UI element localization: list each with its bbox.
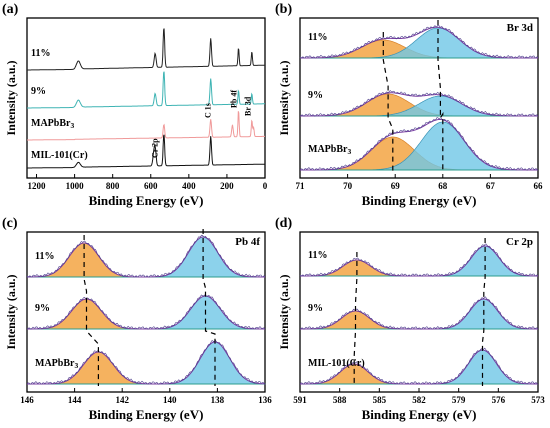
panel-letter: (c)	[2, 216, 18, 231]
x-tick-label: 591	[293, 395, 307, 405]
panel-d: (d) Cr 2p Intensity (a.u.) Binding Energy (…	[275, 216, 545, 422]
plot-frame	[299, 17, 539, 179]
panel-corner-label: Pb 4f	[235, 236, 260, 248]
x-tick-label: 582	[412, 395, 426, 405]
x-tick-label: 600	[144, 181, 158, 191]
series-label: MIL-101(Cr)	[31, 150, 88, 161]
y-axis-label: Intensity (a.u.)	[4, 60, 18, 135]
series-label: 9%	[308, 303, 323, 314]
x-tick-label: 68	[438, 181, 448, 191]
series-label: 11%	[308, 250, 327, 261]
x-axis-label: Binding Energy (eV)	[89, 193, 204, 208]
x-axis-label: Binding Energy (eV)	[89, 407, 204, 422]
peak-guide-dashed-line	[353, 252, 358, 386]
peak-annotation: Pb 4f	[229, 90, 238, 108]
series-line	[27, 71, 265, 109]
x-tick-label: 400	[182, 181, 196, 191]
series-line	[27, 28, 265, 71]
x-tick-label: 579	[452, 395, 466, 405]
fit-envelope	[300, 298, 538, 330]
x-tick-label: 200	[220, 181, 234, 191]
plot-frame	[26, 231, 266, 393]
x-tick-label: 140	[163, 395, 177, 405]
raw-spectrum	[299, 296, 539, 330]
x-tick-label: 66	[534, 181, 544, 191]
panel-letter: (b)	[275, 2, 292, 17]
raw-spectrum	[26, 294, 266, 330]
x-tick-label: 1000	[66, 181, 85, 191]
x-tick-label: 0	[263, 181, 268, 191]
series-label: 11%	[308, 32, 327, 43]
x-tick-label: 69	[391, 181, 401, 191]
x-tick-label: 573	[531, 395, 545, 405]
panel-letter: (d)	[275, 216, 292, 231]
raw-spectrum	[299, 24, 539, 59]
fit-envelope	[300, 26, 538, 59]
series-label: 9%	[308, 90, 323, 101]
series-label: MAPbBr3	[31, 118, 74, 130]
raw-spectrum	[299, 243, 539, 277]
plot-frame	[26, 17, 266, 179]
x-tick-label: 71	[296, 181, 306, 191]
panel-corner-label: Br 3d	[507, 22, 533, 34]
x-axis-label: Binding Energy (eV)	[362, 407, 477, 422]
fit-envelope	[27, 236, 265, 278]
x-axis-label: Binding Energy (eV)	[362, 193, 477, 208]
peak-guide-dashed-line	[481, 238, 486, 386]
series-label: 11%	[35, 251, 54, 262]
panel-corner-label: Cr 2p	[506, 236, 533, 248]
panel-a: (a) Intensity (a.u.) Binding Energy (eV) 12…	[2, 2, 268, 208]
panel-letter: (a)	[2, 2, 19, 17]
x-tick-label: 585	[373, 395, 387, 405]
panel-b: (b) Br 3d Intensity (a.u.) Binding Energy (…	[275, 2, 543, 208]
fit-envelope	[27, 295, 265, 330]
x-tick-label: 576	[492, 395, 506, 405]
raw-spectrum	[26, 234, 266, 278]
fit-envelope	[300, 92, 538, 117]
x-tick-label: 144	[68, 395, 82, 405]
series-label: 9%	[31, 86, 46, 97]
peak-annotation: Br 3d	[244, 96, 253, 116]
raw-spectrum	[299, 347, 539, 385]
series-label: MAPbBr3	[308, 144, 351, 156]
y-axis-label: Intensity (a.u.)	[277, 60, 291, 135]
x-tick-label: 146	[20, 395, 34, 405]
panel-c: (c) Pb 4f Intensity (a.u.) Binding Energy (…	[2, 216, 272, 422]
x-tick-label: 1200	[28, 181, 47, 191]
x-tick-label: 70	[343, 181, 353, 191]
x-tick-label: 67	[486, 181, 496, 191]
raw-spectrum	[26, 339, 266, 385]
x-tick-label: 800	[106, 181, 120, 191]
series-label: 11%	[31, 48, 50, 59]
peak-annotation: Cr 2p	[150, 138, 159, 158]
series-label: MAPbBr3	[35, 358, 78, 370]
peak-guide-dashed-line	[83, 235, 99, 386]
series-label: 9%	[35, 303, 50, 314]
series-line	[27, 111, 265, 141]
x-tick-label: 138	[211, 395, 225, 405]
component-peak-2	[300, 95, 538, 117]
y-axis-label: Intensity (a.u.)	[277, 274, 291, 349]
fit-envelope	[300, 245, 538, 277]
raw-spectrum	[299, 90, 539, 117]
peak-annotation: C 1s	[204, 103, 213, 118]
x-tick-label: 588	[333, 395, 347, 405]
x-tick-label: 136	[258, 395, 272, 405]
y-axis-label: Intensity (a.u.)	[4, 274, 18, 349]
raw-spectrum	[299, 117, 539, 171]
peak-guide-dashed-line	[202, 229, 216, 386]
series-line	[27, 134, 265, 169]
peak-guide-dashed-line	[437, 20, 444, 172]
x-tick-label: 142	[115, 395, 129, 405]
series-label: MIL-101(Cr)	[308, 358, 365, 369]
